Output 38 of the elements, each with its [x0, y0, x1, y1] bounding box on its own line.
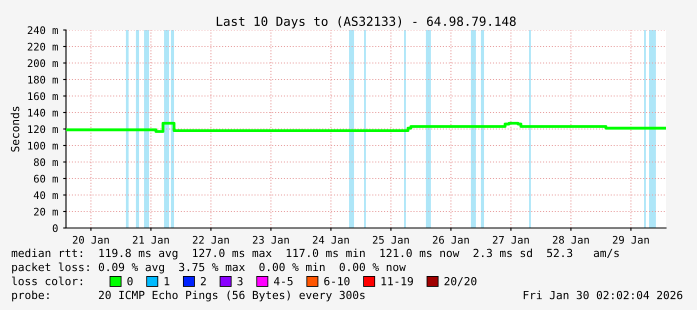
legend-label: 3 — [237, 276, 243, 286]
text: loss color: — [12, 276, 82, 286]
x-tick-label: 26 Jan — [432, 236, 469, 244]
y-tick-label: 20 m — [34, 208, 58, 216]
text: Fri Jan 30 02:02:04 2026 — [524, 290, 682, 300]
x-tick-label: 29 Jan — [612, 236, 649, 244]
y-tick-label: 100 m — [28, 142, 58, 150]
y-tick-label: 200 m — [28, 59, 58, 68]
x-tick-label: 21 Jan — [132, 236, 169, 244]
legend-label: 4-5 — [274, 277, 293, 286]
y-tick-label: 120 m — [28, 125, 58, 134]
x-tick-label: 24 Jan — [312, 236, 349, 244]
y-tick-label: 60 m — [34, 174, 58, 183]
legend-label: 1 — [164, 277, 170, 286]
x-tick-label: 22 Jan — [192, 236, 229, 244]
y-tick-label: 0 — [52, 224, 58, 232]
y-tick-label: 40 m — [34, 191, 58, 200]
y-tick-label: 220 m — [28, 42, 58, 51]
text: probe: 20 ICMP Echo Pings (56 Bytes) every 300s — [12, 290, 365, 302]
y-tick-label: 80 m — [34, 158, 58, 166]
legend-label: 0 — [127, 276, 133, 286]
legend-label: 20/20 — [444, 276, 476, 286]
text: packet loss: 0.09 % avg 3.75 % max 0.00 % min 0.00 % now — [12, 262, 406, 274]
y-tick-label: 160 m — [28, 92, 58, 100]
y-tick-label: 180 m — [28, 76, 58, 84]
x-tick-label: 25 Jan — [372, 236, 409, 244]
legend-label: 6-10 — [324, 276, 350, 286]
y-tick-label: 140 m — [28, 108, 58, 117]
x-tick-label: 23 Jan — [252, 236, 289, 244]
x-tick-label: 20 Jan — [72, 236, 109, 244]
chart-title: Last 10 Days to (AS32133) - 64.98.79.148 — [216, 16, 516, 28]
y-tick-label: 240 m — [28, 26, 58, 34]
text: median rtt: 119.8 ms avg 127.0 ms max 117.0 ms min 121.0 ms now 2.3 ms sd 52.3 am/s — [12, 248, 619, 260]
legend-label: 2 — [200, 276, 206, 286]
legend-label: 11-19 — [382, 276, 413, 286]
x-tick-label: 28 Jan — [552, 236, 589, 244]
x-tick-label: 27 Jan — [492, 236, 529, 244]
y-axis-title: Seconds — [10, 106, 20, 152]
